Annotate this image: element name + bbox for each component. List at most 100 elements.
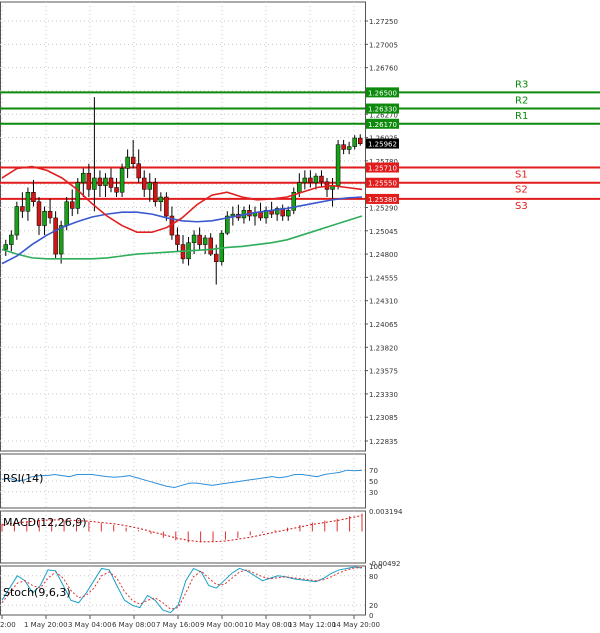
y-tick-label: 1.25045 bbox=[369, 228, 398, 236]
candle-body bbox=[47, 211, 53, 219]
y-tick-label: 70 bbox=[369, 467, 378, 475]
candle-body bbox=[114, 187, 119, 193]
candle-body bbox=[357, 137, 363, 144]
candle-body bbox=[302, 177, 308, 183]
candle-body bbox=[92, 177, 97, 190]
candle-body bbox=[191, 234, 197, 243]
candle-body bbox=[274, 208, 280, 215]
candle-body bbox=[308, 177, 313, 183]
y-tick-label: -0.00492 bbox=[369, 560, 400, 568]
current-price-label: 1.25962 bbox=[368, 141, 397, 149]
y-tick-label: 1.23085 bbox=[369, 414, 398, 422]
candle-body bbox=[153, 182, 158, 203]
y-tick-label: 1.27005 bbox=[369, 41, 398, 49]
candle-body bbox=[213, 253, 219, 262]
x-tick-label: 10 May 08:00 bbox=[244, 621, 292, 629]
candle-body bbox=[81, 172, 86, 183]
candle-body bbox=[141, 177, 147, 190]
x-tick-label: 6 May 08:00 bbox=[112, 621, 156, 629]
y-tick-label: 100 bbox=[369, 563, 382, 571]
level-tag-s3 bbox=[366, 193, 399, 204]
y-tick-label: 50 bbox=[369, 478, 378, 486]
y-tick-label: 1.25290 bbox=[369, 204, 398, 212]
candle-body bbox=[313, 175, 319, 183]
level-tag-label: 1.26330 bbox=[368, 106, 397, 114]
y-tick-label: 1.24065 bbox=[369, 321, 398, 329]
candle-body bbox=[64, 201, 69, 226]
candle-body bbox=[97, 177, 103, 186]
level-tag-s2 bbox=[366, 177, 399, 188]
y-tick-label: 20 bbox=[369, 602, 378, 610]
candle-body bbox=[20, 206, 25, 212]
candle-body bbox=[346, 146, 352, 150]
level-name-r2: R2 bbox=[515, 96, 528, 107]
candle-body bbox=[86, 172, 92, 190]
x-tick-label: 1 May 20:00 bbox=[24, 621, 68, 629]
candle-body bbox=[352, 137, 357, 147]
macd-label: MACD(12,26,9) bbox=[3, 516, 87, 529]
candle-body bbox=[297, 182, 302, 193]
candle-body bbox=[341, 144, 346, 150]
main-frame bbox=[0, 1, 366, 452]
level-tag-label: 1.25710 bbox=[368, 165, 397, 173]
y-tick-label: 1.23820 bbox=[369, 344, 398, 352]
y-tick-label: 1.23330 bbox=[369, 391, 398, 399]
level-tag-label: 1.25380 bbox=[368, 196, 397, 204]
ma-red-line bbox=[1, 165, 363, 234]
level-name-s2: S2 bbox=[515, 185, 528, 196]
y-tick-label: 80 bbox=[369, 573, 378, 581]
current-price-tag bbox=[366, 138, 399, 149]
y-tick-label: 1.27250 bbox=[369, 18, 398, 26]
candle-body bbox=[164, 196, 169, 217]
candle-body bbox=[53, 217, 58, 255]
x-tick-label: 14 May 20:00 bbox=[332, 621, 380, 629]
y-tick-label: 1.24310 bbox=[369, 298, 398, 306]
y-tick-label: 1.26760 bbox=[369, 65, 398, 73]
x-tick-label: 2:00 bbox=[0, 621, 16, 629]
candle-body bbox=[36, 201, 42, 226]
level-name-s3: S3 bbox=[515, 201, 528, 212]
candle-body bbox=[58, 225, 64, 255]
candle-body bbox=[202, 237, 208, 245]
x-tick-label: 13 May 12:00 bbox=[288, 621, 336, 629]
candle-body bbox=[175, 234, 180, 245]
stochastic-panel: 100 80 20 0 Stoch(9,6,3) bbox=[0, 563, 382, 620]
candle-body bbox=[197, 234, 202, 245]
main-price-panel: 1.272501.270051.267601.265151.262701.260… bbox=[0, 2, 600, 451]
level-tag-label: 1.26170 bbox=[368, 121, 397, 129]
y-tick-label: 1.23575 bbox=[369, 368, 398, 376]
y-tick-label: 1.26270 bbox=[369, 111, 398, 119]
stoch-frame bbox=[0, 565, 366, 616]
time-axis: 2:00 1 May 20:00 3 May 04:00 6 May 08:00 7 M… bbox=[0, 615, 380, 629]
y-tick-label: 1.24555 bbox=[369, 274, 398, 282]
candle-body bbox=[25, 192, 31, 212]
x-tick-label: 7 May 16:00 bbox=[156, 621, 200, 629]
level-tag-r1 bbox=[366, 118, 399, 129]
rsi-label: RSI(14) bbox=[3, 472, 43, 485]
y-tick-label: 0 bbox=[369, 612, 373, 620]
stoch-label: Stoch(9,6,3) bbox=[3, 586, 71, 599]
x-tick-label: 9 May 00:00 bbox=[200, 621, 244, 629]
candle-body bbox=[31, 192, 36, 203]
candle-body bbox=[9, 234, 14, 245]
y-tick-label: 1.22835 bbox=[369, 438, 398, 446]
candle-body bbox=[147, 182, 153, 190]
macd-signal-line bbox=[1, 514, 363, 543]
candle-body bbox=[285, 210, 291, 217]
candle-body bbox=[42, 211, 47, 226]
candle-body bbox=[158, 196, 164, 203]
candle-body bbox=[103, 177, 108, 186]
y-tick-label: 30 bbox=[369, 489, 378, 497]
level-name-r3: R3 bbox=[515, 79, 528, 90]
level-tag-r3 bbox=[366, 87, 399, 98]
candle-body bbox=[14, 206, 20, 236]
level-tag-label: 1.25550 bbox=[368, 180, 397, 188]
rsi-panel: 70 50 30 RSI(14) bbox=[0, 454, 378, 508]
stoch-k-line bbox=[1, 566, 363, 614]
ma-green-line bbox=[1, 215, 363, 260]
candle-body bbox=[75, 182, 81, 209]
macd-frame bbox=[0, 510, 366, 564]
candle-body bbox=[208, 237, 213, 255]
level-tag-label: 1.26500 bbox=[368, 89, 397, 97]
level-name-r1: R1 bbox=[515, 111, 528, 122]
